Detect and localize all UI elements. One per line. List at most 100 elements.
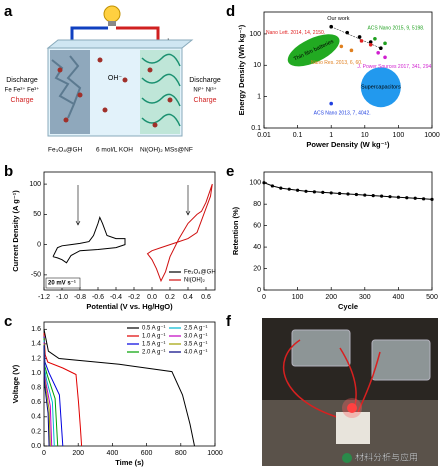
- plot-frame: [263, 171, 433, 291]
- marker: [380, 194, 384, 198]
- point-label: Nano Res. 2013, 6, 60.: [311, 60, 362, 66]
- anode-texture: [51, 55, 82, 119]
- point: [339, 44, 344, 49]
- series-line: [146, 183, 213, 283]
- legend-label: Ni(OH)₂: [184, 278, 206, 284]
- battery: [371, 339, 431, 381]
- panel-label: d: [226, 3, 235, 20]
- ion-label: OH⁻: [108, 75, 123, 82]
- cathode-texture: [141, 53, 181, 127]
- plot-frame: [43, 321, 216, 447]
- point: [359, 39, 364, 43]
- y-tick-label: 1: [257, 93, 261, 100]
- legend-label: Fe₃O₄@GH: [184, 270, 216, 276]
- x-tick-label: -1.0: [56, 294, 68, 301]
- y-tick-label: 1.2: [31, 355, 41, 362]
- x-tick-label: 0.4: [183, 294, 193, 301]
- y-tick-label: 10: [253, 62, 261, 69]
- x-tick-label: 0.01: [257, 132, 271, 139]
- point: [368, 40, 373, 44]
- point-label: ACS Nano 2015, 9, 5198.: [367, 26, 424, 32]
- y-tick-label: 0.4: [31, 414, 41, 421]
- ion-label: Fe Fe²⁺ Fe³⁺: [5, 87, 40, 94]
- marker: [304, 189, 308, 193]
- x-tick-label: -0.4: [110, 294, 122, 301]
- arrow-head: [185, 210, 191, 216]
- y-tick-label: 0.8: [31, 384, 41, 391]
- battery: [291, 329, 351, 367]
- x-tick-label: 0.0: [147, 294, 157, 301]
- electrode-label: Ni(OH)₂ MSs@NF: [140, 147, 193, 154]
- y-tick-label: 1.6: [31, 326, 41, 333]
- marker: [270, 184, 274, 188]
- region-label: Supercapacitors: [361, 85, 401, 91]
- y-tick-label: 1.0: [31, 370, 41, 377]
- y-tick-label: 50: [33, 211, 41, 218]
- x-tick-label: 10: [361, 132, 369, 139]
- marker: [296, 188, 300, 192]
- x-tick-label: 200: [72, 450, 84, 457]
- legend-label: 1.0 A g⁻¹: [142, 334, 166, 340]
- y-tick-label: 1.4: [31, 341, 41, 348]
- process-label: Charge: [194, 97, 217, 104]
- point-label: J. Power Sources 2017, 341, 294: [357, 64, 431, 70]
- y-tick-label: 0.2: [31, 428, 41, 435]
- photo: [262, 318, 438, 466]
- y-tick-label: 100: [29, 181, 41, 188]
- y-tick-label: 0: [37, 241, 41, 248]
- marker: [430, 197, 434, 201]
- y-tick-label: 0.0: [31, 443, 41, 450]
- y-tick-label: 0.6: [31, 399, 41, 406]
- x-tick-label: 800: [175, 450, 187, 457]
- process-label: Discharge: [189, 77, 221, 84]
- x-tick-label: -0.2: [128, 294, 140, 301]
- y-tick-label: 40: [253, 244, 261, 251]
- marker: [321, 190, 325, 194]
- point: [368, 42, 373, 47]
- point-label: Our work: [327, 16, 350, 22]
- x-axis-label: Time (s): [115, 458, 144, 467]
- ions: [57, 57, 173, 128]
- marker: [388, 195, 392, 199]
- marker: [346, 192, 350, 196]
- marker: [338, 191, 342, 196]
- series-line: [43, 332, 83, 447]
- y-tick-label: 20: [253, 265, 261, 272]
- panel-label: a: [4, 3, 13, 20]
- legend-label: 2.5 A g⁻¹: [184, 326, 208, 332]
- series-line: [52, 215, 126, 264]
- electrode-label: Fe₃O₄@GH: [48, 147, 83, 154]
- panel-label: e: [226, 163, 234, 180]
- y-tick-label: 80: [253, 201, 261, 208]
- y-axis-label: Voltage (V): [11, 364, 20, 403]
- x-tick-label: 600: [141, 450, 153, 457]
- x-tick-label: 0.6: [201, 294, 211, 301]
- legend-label: 3.5 A g⁻¹: [184, 342, 208, 348]
- bulb-base: [108, 21, 116, 26]
- region: [360, 67, 401, 108]
- marker: [354, 192, 358, 197]
- series-line: [43, 345, 50, 447]
- y-tick-label: 100: [249, 31, 261, 38]
- y-tick-label: 0.1: [251, 125, 261, 132]
- marker: [413, 196, 417, 200]
- x-axis-label: Cycle: [338, 302, 358, 311]
- x-tick-label: 300: [359, 294, 371, 301]
- x-tick-label: 100: [393, 132, 405, 139]
- marker: [371, 194, 375, 198]
- marker: [287, 187, 291, 191]
- ion-label: Ni²⁺ Ni³⁺: [193, 87, 216, 94]
- process-label: Charge: [11, 97, 34, 104]
- marker: [279, 186, 283, 190]
- legend-label: 0.5 A g⁻¹: [142, 326, 166, 332]
- x-tick-label: 400: [107, 450, 119, 457]
- point: [379, 46, 383, 51]
- region: [287, 34, 340, 67]
- x-tick-label: 0.1: [293, 132, 303, 139]
- panel-label: c: [4, 313, 12, 330]
- electrode-label: 6 mol/L KOH: [96, 147, 133, 154]
- point: [357, 35, 362, 39]
- board: [336, 412, 370, 444]
